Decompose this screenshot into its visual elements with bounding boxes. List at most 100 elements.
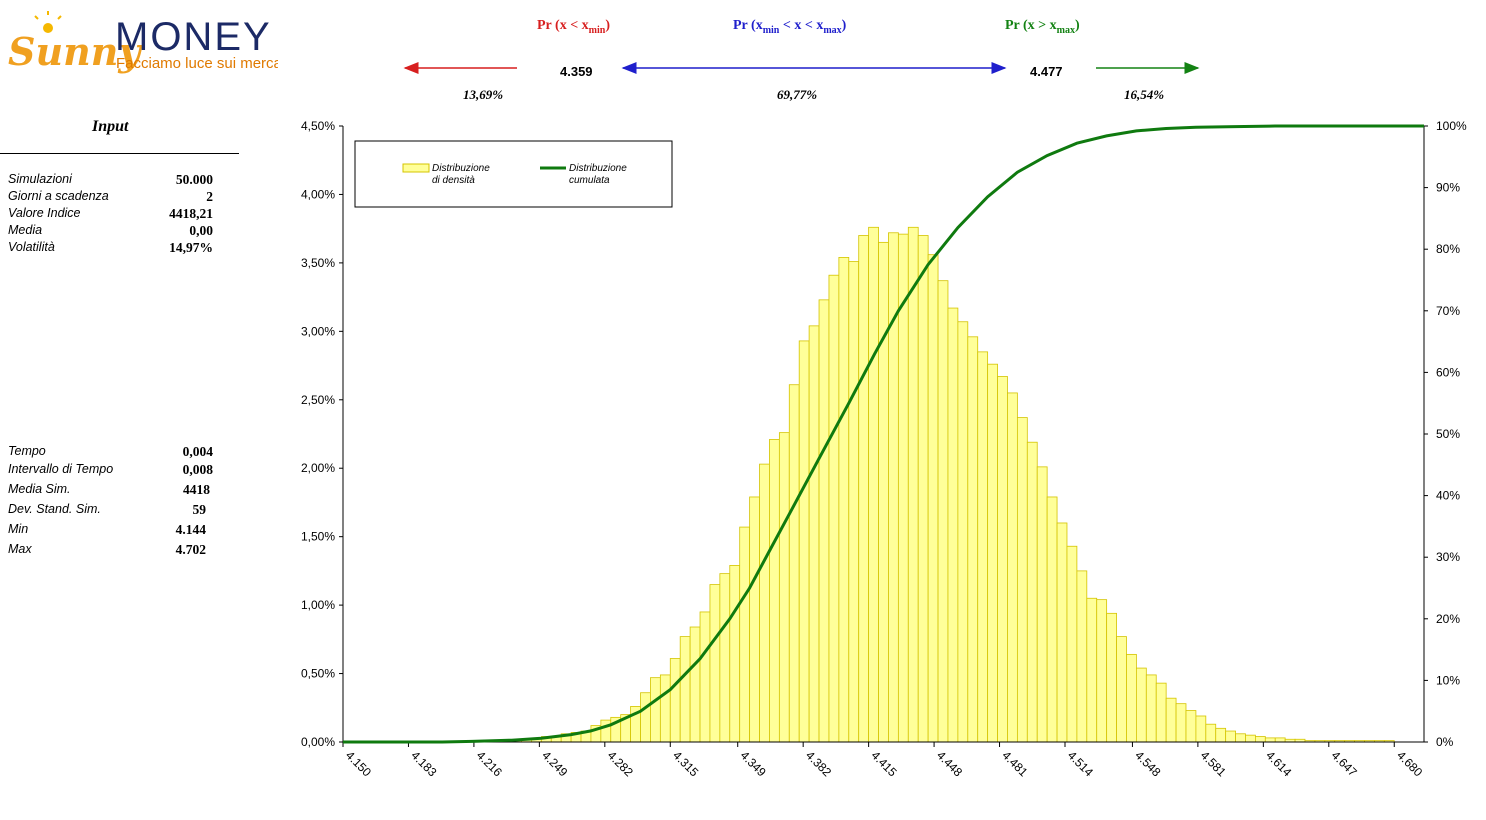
- input-value: 0,00: [189, 223, 213, 238]
- input-value: 14,97%: [169, 240, 213, 255]
- input-title: Input: [92, 118, 129, 135]
- input-divider: [0, 153, 239, 154]
- density-bar: [798, 340, 810, 743]
- x-tick-label: 4.415: [869, 748, 900, 779]
- stat-row: Max 4.702: [8, 542, 213, 559]
- left-y-tick-label: 4,50%: [301, 119, 335, 133]
- left-y-tick-label: 2,50%: [301, 393, 335, 407]
- right-y-tick-label: 30%: [1436, 550, 1460, 564]
- stat-label: Tempo: [8, 444, 46, 458]
- input-label: Valore Indice: [8, 206, 81, 220]
- stat-row: Min 4.144: [8, 522, 213, 539]
- prob-right-title: Pr (x > xmax): [1005, 18, 1080, 36]
- left-y-tick-label: 3,50%: [301, 256, 335, 270]
- density-bar: [1185, 710, 1197, 743]
- right-y-tick-label: 40%: [1436, 489, 1460, 503]
- density-bar: [650, 677, 661, 743]
- sunny-money-logo: Sunny MONEY Facciamo luce sui mercati: [8, 11, 278, 74]
- sun-rays-icon: [34, 11, 62, 33]
- stat-value: 59: [192, 502, 207, 517]
- prob-mid-title-sub1: min: [762, 24, 780, 36]
- input-value: 2: [206, 189, 213, 204]
- density-bars: [501, 226, 1395, 743]
- density-bar: [878, 241, 889, 743]
- legend-density-label-2: di densità: [432, 175, 475, 186]
- stat-value: 0,008: [182, 462, 213, 477]
- right-y-tick-label: 100%: [1436, 119, 1467, 133]
- density-bar: [1274, 737, 1286, 743]
- logo-brand-sunny: Sunny: [8, 29, 143, 74]
- density-bar: [888, 232, 899, 743]
- density-bar: [838, 257, 850, 743]
- left-pct: 13,69%: [463, 87, 504, 102]
- density-bar: [788, 384, 800, 743]
- left-y-tick-label: 1,50%: [301, 530, 335, 544]
- stat-row: Intervallo di Tempo 0,008: [8, 462, 213, 479]
- x-tick-label: 4.216: [474, 748, 505, 779]
- density-bar: [1007, 392, 1018, 743]
- prob-left-title: Pr (x < xmin): [537, 18, 610, 36]
- density-bar: [640, 692, 651, 743]
- density-bar: [808, 325, 820, 743]
- right-y-tick-label: 80%: [1436, 242, 1460, 256]
- input-row: Valore Indice 4418,21: [8, 206, 213, 223]
- density-bar: [749, 496, 760, 743]
- density-bar: [600, 719, 612, 743]
- density-bar: [759, 463, 770, 743]
- x-tick-label: 4.680: [1394, 748, 1425, 779]
- input-label: Media: [8, 223, 43, 237]
- density-bar: [679, 636, 691, 743]
- chart-legend: Distribuzione di densità Distribuzione c…: [354, 140, 673, 208]
- input-label: Simulazioni: [8, 172, 72, 186]
- legend-density-swatch: [402, 163, 430, 173]
- density-bar: [1096, 599, 1108, 743]
- density-bar: [1165, 697, 1177, 743]
- legend-cumulative-label-2: cumulata: [569, 175, 610, 186]
- stat-label: Max: [8, 542, 32, 556]
- prob-left-title-x: x: [559, 18, 567, 33]
- density-bar: [828, 274, 840, 743]
- left-y-tick-label: 1,00%: [301, 598, 335, 612]
- density-bar: [1026, 441, 1038, 743]
- input-value: 4418,21: [169, 206, 213, 221]
- legend-box: [354, 140, 673, 208]
- stat-label: Min: [8, 522, 29, 536]
- prob-left-title-op: <: [566, 18, 582, 33]
- density-bar: [1066, 545, 1078, 743]
- x-tick-label: 4.647: [1329, 748, 1360, 779]
- density-bar: [907, 226, 919, 743]
- input-label: Volatilità: [8, 240, 55, 254]
- stat-row: Media Sim. 4418: [8, 482, 213, 499]
- stat-row: Tempo 0,004: [8, 444, 213, 461]
- x-tick-label: 4.183: [408, 748, 439, 779]
- density-bar: [1255, 736, 1266, 743]
- input-row: Media 0,00: [8, 223, 213, 240]
- density-bar: [947, 307, 959, 743]
- prob-mid-title-sub2: max: [823, 24, 842, 36]
- density-bar: [1036, 466, 1048, 743]
- prob-mid-title-xmin: x: [755, 18, 763, 33]
- x-tick-label: 4.249: [539, 748, 570, 779]
- density-bar: [848, 261, 860, 743]
- x-tick-label: 4.614: [1263, 748, 1294, 779]
- stat-value: 0,004: [182, 444, 213, 459]
- density-bar: [1086, 597, 1098, 743]
- x-tick-label: 4.282: [605, 748, 636, 779]
- prob-mid-title: Pr (xmin < x < xmax): [733, 18, 846, 36]
- density-bar: [1106, 612, 1117, 743]
- density-bar: [769, 439, 780, 743]
- density-bar: [868, 226, 879, 743]
- density-bar: [1195, 715, 1207, 743]
- density-bar: [927, 254, 939, 743]
- input-value: 50.000: [175, 172, 213, 187]
- right-y-tick-label: 10%: [1436, 673, 1460, 687]
- xmin-value: 4.359: [560, 64, 593, 79]
- x-tick-label: 4.548: [1132, 748, 1163, 779]
- right-y-tick-label: 20%: [1436, 612, 1460, 626]
- cumulative-line: [343, 124, 1424, 744]
- stat-label: Intervallo di Tempo: [8, 462, 114, 476]
- xmax-value: 4.477: [1030, 64, 1063, 79]
- density-bar: [719, 573, 731, 743]
- left-y-tick-label: 0,00%: [301, 735, 335, 749]
- density-bar: [1145, 674, 1157, 743]
